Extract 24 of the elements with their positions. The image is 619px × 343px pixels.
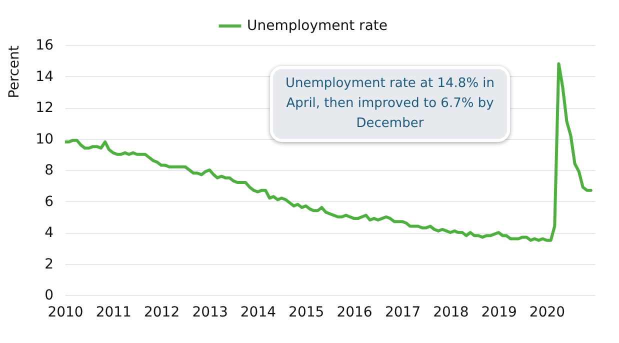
callout-box: Unemployment rate at 14.8% in April, then improved to 6.7% by December [270,66,510,142]
line-series [65,62,592,242]
x-tick-label: 2012 [144,304,180,320]
x-tick-label: 2010 [48,304,84,320]
x-tick-label: 2016 [336,304,372,320]
legend-label: Unemployment rate [247,18,388,34]
x-tick-label: 2015 [288,304,324,320]
y-tick-label: 16 [36,38,54,54]
y-tick-label: 2 [44,256,54,272]
x-tick-label: 2020 [529,304,566,320]
y-tick-label: 12 [36,100,54,116]
y-axis-title: Percent [6,45,23,98]
y-tick-label: 0 [44,288,54,304]
y-tick-label: 4 [44,225,54,241]
x-tick-label: 2019 [481,304,517,320]
y-tick-label: 6 [44,194,54,210]
x-tick-label: 2014 [240,304,276,320]
x-tick-label: 2017 [384,304,421,320]
y-tick-label: 8 [44,162,54,178]
y-tick-label: 10 [36,131,54,148]
x-tick-label: 2018 [433,304,469,320]
x-tick-label: 2013 [192,304,228,320]
x-tick-label: 2011 [96,304,132,320]
y-tick-label: 14 [36,68,54,85]
